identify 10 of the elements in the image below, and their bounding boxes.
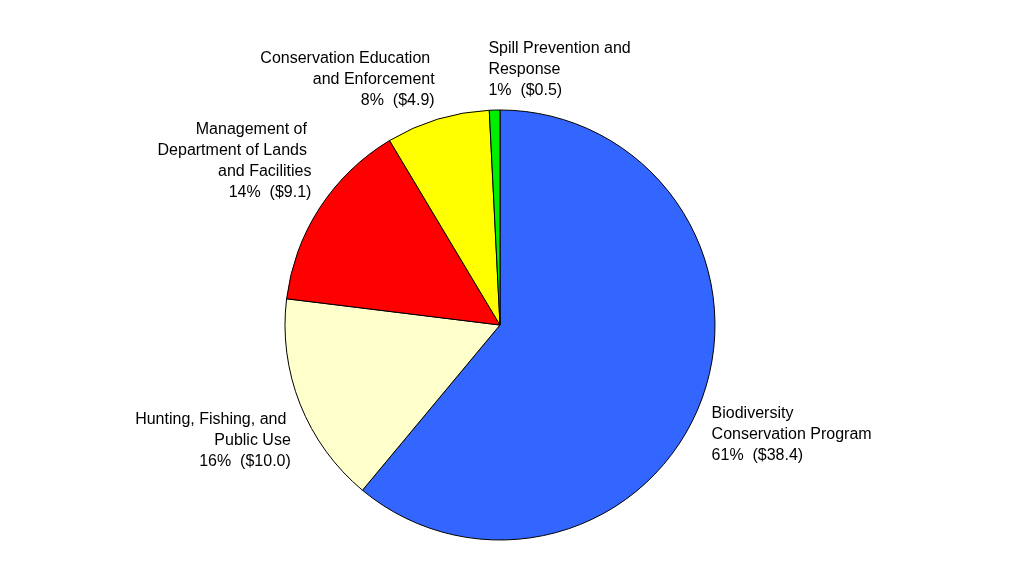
data-label: 14% ($9.1) xyxy=(228,183,312,201)
data-label: 16% ($10.0) xyxy=(199,451,291,469)
data-label: 1% ($0.5) xyxy=(488,81,563,99)
slice-label: Conservation Education and Enforcement xyxy=(260,48,436,87)
slice-label: Biodiversity Conservation Program xyxy=(711,403,872,442)
data-label: 61% ($38.4) xyxy=(711,445,804,463)
slice-label: Management of Department of Lands and Facilities xyxy=(157,120,312,180)
slice-label: Spill Prevention and Response xyxy=(488,39,636,78)
slice-label: Hunting, Fishing, and Public Use xyxy=(135,409,291,448)
data-label: 8% ($4.9) xyxy=(360,90,435,108)
